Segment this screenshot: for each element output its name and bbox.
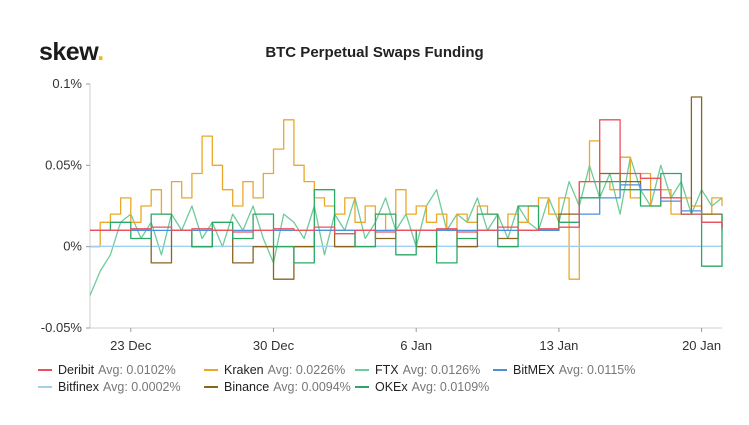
series-line-okex [90, 172, 723, 267]
y-tick-label: 0% [63, 239, 82, 254]
legend-name: Kraken [224, 363, 264, 377]
legend-swatch [355, 386, 369, 388]
x-tick-label: 13 Jan [539, 338, 578, 353]
chart-title: BTC Perpetual Swaps Funding [265, 44, 484, 61]
legend-item-binance[interactable]: Binance Avg: 0.0094% [204, 380, 351, 394]
legend-item-deribit[interactable]: Deribit Avg: 0.0102% [38, 363, 176, 377]
legend-swatch [493, 369, 507, 371]
legend-avg: Avg: 0.0126% [402, 363, 481, 377]
legend-item-bitmex[interactable]: BitMEX Avg: 0.0115% [493, 363, 635, 377]
legend-avg: Avg: 0.0109% [411, 380, 490, 394]
series-line-deribit [90, 119, 723, 235]
x-tick-label: 20 Jan [682, 338, 721, 353]
legend-name: Bitfinex [58, 380, 99, 394]
legend-avg: Avg: 0.0002% [103, 380, 181, 394]
legend-name: BitMEX [513, 363, 555, 377]
legend-item-kraken[interactable]: Kraken Avg: 0.0226% [204, 363, 345, 377]
legend-swatch [204, 386, 218, 388]
legend-item-bitfinex[interactable]: Bitfinex Avg: 0.0002% [38, 380, 181, 394]
y-tick-label: 0.05% [45, 157, 82, 172]
legend-name: FTX [375, 363, 399, 377]
legend-swatch [38, 386, 52, 388]
y-tick-label: 0.1% [52, 76, 82, 91]
legend-avg: Avg: 0.0226% [267, 363, 346, 377]
legend-item-ftx[interactable]: FTX Avg: 0.0126% [355, 363, 480, 377]
legend-swatch [38, 369, 52, 371]
legend-item-okex[interactable]: OKEx Avg: 0.0109% [355, 380, 489, 394]
series-line-ftx [89, 156, 723, 296]
series-line-binance [90, 96, 723, 280]
brand-dot: . [97, 38, 104, 66]
legend-avg: Avg: 0.0115% [558, 363, 636, 377]
legend-avg: Avg: 0.0102% [98, 363, 176, 377]
legend-swatch [355, 369, 369, 371]
x-tick-label: 23 Dec [110, 338, 152, 353]
x-tick-label: 6 Jan [400, 338, 432, 353]
legend-name: OKEx [375, 380, 408, 394]
legend-name: Binance [224, 380, 270, 394]
y-tick-label: -0.05% [41, 320, 83, 335]
brand-name: skew [39, 38, 98, 66]
legend-name: Deribit [58, 363, 95, 377]
legend-swatch [204, 369, 218, 371]
x-tick-label: 30 Dec [253, 338, 295, 353]
legend-avg: Avg: 0.0094% [273, 380, 351, 394]
skew-logo: skew. [39, 38, 104, 67]
